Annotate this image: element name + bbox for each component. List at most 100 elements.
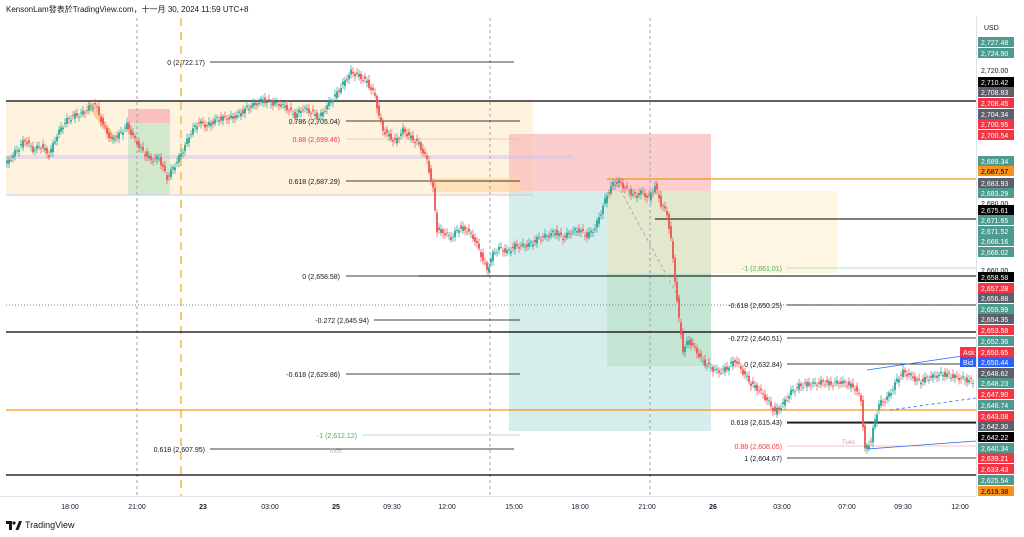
candle-body [968,380,970,383]
fib-level-label: -0.618 (2,629.86) [286,372,340,379]
candle-body [466,231,468,233]
fib-level-label: -1 (2,612.12) [317,433,357,440]
price-axis-label-bg [978,215,1014,225]
price-axis-label: 2,646.74 [978,400,1014,410]
candle-body [60,127,62,132]
candle-body [520,245,522,247]
candle-body [422,148,424,154]
candle-body [242,110,244,114]
candle-body [84,112,86,114]
candle-body [636,195,638,199]
candle-body [12,155,14,158]
session-label-mon: Mon [330,449,342,455]
candle-body [50,148,52,153]
candle-body [170,169,172,178]
time-axis-tick: 03:00 [261,504,279,511]
price-axis-label: 2,720.00 [981,68,1008,75]
candle-body [260,98,262,101]
candle-body [536,237,538,244]
price-axis-label-bg [978,77,1014,87]
candle-body [30,146,32,147]
session-label-tues: Tues [842,440,855,446]
candle-body [396,137,398,144]
candle-body [722,368,724,370]
candle-body [156,156,158,160]
bid-tag: Bid [960,357,977,367]
candle-body [298,109,300,113]
candle-body [186,138,188,145]
candle-body [808,382,810,386]
price-axis-label: 2,652.36 [978,336,1014,346]
candle-body [236,115,238,118]
candle-body [688,340,690,345]
candle-body [276,101,278,103]
candle-body [858,393,860,395]
candle-body [474,237,476,242]
candle-body [160,157,162,166]
price-axis-label-bg [978,347,1014,357]
candle-body [672,241,674,259]
candle-body [906,374,908,377]
price-axis-label: 2,675.61 [978,205,1014,215]
candle-body [394,138,396,140]
candle-body [620,182,622,184]
candle-body [582,229,584,231]
candle-body [804,382,806,384]
candle-body [676,282,678,302]
price-axis-label-text: 2,687.57 [981,169,1008,176]
price-axis-label-text: 2,666.02 [981,250,1008,257]
time-axis-tick: 09:30 [894,504,912,511]
candle-body [604,198,606,205]
candle-body [64,122,66,124]
candle-body [716,368,718,370]
candle-body [426,155,428,160]
candle-body [36,145,38,150]
bid-tag-bg [960,357,977,367]
candle-body [114,139,116,141]
candle-body [754,385,756,388]
candle-body [152,161,154,163]
price-axis-label-text: 2,666.16 [981,239,1008,246]
candle-body [944,371,946,377]
candle-body [20,144,22,146]
candle-body [790,389,792,396]
stop-zone-main [509,134,711,191]
candle-body [118,132,120,139]
candle-body [478,243,480,249]
candle-body [616,182,618,185]
candle-body [142,146,144,151]
candle-body [588,232,590,238]
price-axis-label-text: 2,683.29 [981,191,1008,198]
candle-body [348,75,350,80]
candle-body [868,445,870,449]
price-axis-label-text: 2,646.74 [981,403,1008,410]
candle-body [876,414,878,423]
candle-body [776,407,778,415]
candle-body [648,195,650,196]
candle-body [524,246,526,248]
candle-body [540,239,542,241]
candle-body [720,373,722,374]
candle-body [692,342,694,345]
candle-body [270,103,272,105]
candle-body [212,121,214,124]
candle-body [872,427,874,443]
price-axis-label-bg [978,272,1014,282]
candle-body [434,187,436,211]
candle-body [894,382,896,391]
candle-body [556,229,558,236]
price-axis-label: 2,640.34 [978,443,1014,453]
candle-body [110,136,112,139]
candle-body [374,93,376,96]
trend-line-dashed [614,179,681,301]
candle-body [450,236,452,241]
candle-body [698,353,700,358]
candle-body [548,235,550,238]
candle-body [884,402,886,403]
candle-body [330,102,332,104]
candle-body [230,115,232,118]
price-axis-label-bg [978,119,1014,129]
channel-line-dashed [889,397,977,411]
candle-body [96,106,98,108]
